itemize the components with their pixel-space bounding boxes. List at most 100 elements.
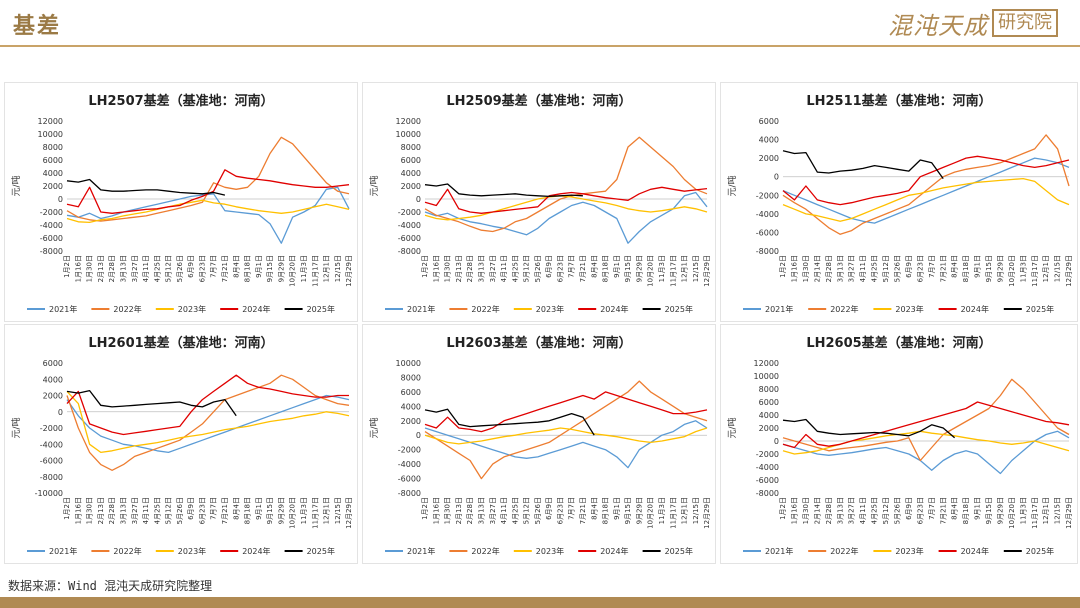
chart-panel-lh2605: LH2605基差（基准地：河南） 元/吨 12000 10000 8000 6000 400… xyxy=(720,324,1078,564)
chart-svg: LH2509基差（基准地：河南） 元/吨 12000 10000 8000 6000 400… xyxy=(368,93,711,314)
x-tick-label: 12月29日 xyxy=(345,255,353,287)
y-tick-label: 8000 xyxy=(401,143,421,152)
series-line-2021年 xyxy=(66,394,350,454)
x-tick-label: 2月28日 xyxy=(466,255,474,282)
series-line-2022年 xyxy=(66,374,350,471)
y-tick-label: 4000 xyxy=(401,402,421,411)
x-tick-label: 2月28日 xyxy=(466,497,474,524)
y-tick-label: -8000 xyxy=(40,473,63,482)
chart-panel-lh2509: LH2509基差（基准地：河南） 元/吨 12000 10000 8000 6000 400… xyxy=(362,82,716,322)
legend-label: 2025年 xyxy=(665,546,693,556)
legend-label: 2025年 xyxy=(307,546,335,556)
legend-label: 2022年 xyxy=(113,304,141,314)
y-tick-label: -10000 xyxy=(35,489,63,498)
x-tick-label: 11月17日 xyxy=(669,497,677,529)
x-tick-label: 3月13日 xyxy=(120,497,128,524)
y-tick-label: 2000 xyxy=(43,392,63,401)
x-tick-label: 7月7日 xyxy=(568,255,576,278)
x-tick-label: 1月16日 xyxy=(74,255,82,282)
chart-panel-lh2507: LH2507基差（基准地：河南） 元/吨 12000 10000 8000 6000 400… xyxy=(4,82,358,322)
x-tick-label: 11月17日 xyxy=(669,255,677,287)
chart-title: LH2605基差（基准地：河南） xyxy=(806,335,991,351)
y-tick-label: 2000 xyxy=(401,417,421,426)
x-tick-label: 9月29日 xyxy=(996,497,1004,524)
y-axis-label: 元/吨 xyxy=(726,175,738,196)
x-tick-label: 7月7日 xyxy=(210,497,218,520)
y-tick-label: 0 xyxy=(416,195,421,204)
y-tick-label: -4000 xyxy=(756,463,779,472)
x-tick-label: 9月15日 xyxy=(985,497,993,524)
y-axis-label: 元/吨 xyxy=(368,417,380,438)
chart-panel-lh2511: LH2511基差（基准地：河南） 元/吨 6000 4000 2000 0 -2000 -40… xyxy=(720,82,1078,322)
y-axis-label: 元/吨 xyxy=(368,175,380,196)
y-tick-label: -2000 xyxy=(756,191,779,200)
x-tick-label: 12/15日 xyxy=(334,255,342,282)
series-line-2021年 xyxy=(782,157,1070,224)
x-tick-label: 7月21日 xyxy=(221,255,229,282)
x-tick-label: 1月30日 xyxy=(802,255,810,282)
y-tick-label: -4000 xyxy=(40,440,63,449)
x-tick-label: 4月11日 xyxy=(500,255,508,282)
x-tick-label: 3月27日 xyxy=(131,255,139,282)
y-tick-label: 2000 xyxy=(759,154,779,163)
series-line-2024年 xyxy=(782,401,1070,449)
chart-svg: LH2603基差（基准地：河南） 元/吨 10000 8000 6000 4000 2000… xyxy=(368,335,711,556)
x-tick-label: 6月9日 xyxy=(545,497,553,520)
y-axis-label: 元/吨 xyxy=(726,417,738,438)
y-tick-label: -2000 xyxy=(40,208,63,217)
x-tick-label: 6月9日 xyxy=(905,255,913,278)
y-tick-label: -2000 xyxy=(40,424,63,433)
series-line-2022年 xyxy=(424,136,708,233)
x-tick-label: 4月11日 xyxy=(142,255,150,282)
x-tick-label: 10月20日 xyxy=(647,255,655,287)
y-tick-label: 6000 xyxy=(43,156,63,165)
x-tick-label: 12月1日 xyxy=(323,255,331,282)
y-tick-label: 4000 xyxy=(43,375,63,384)
x-tick-label: 9月15日 xyxy=(266,497,274,524)
x-tick-label: 2月13日 xyxy=(97,497,105,524)
chart-panel-lh2601: LH2601基差（基准地：河南） 元/吨 6000 4000 2000 0 -2000 -40… xyxy=(4,324,358,564)
x-tick-label: 12月1日 xyxy=(681,255,689,282)
legend-label: 2023年 xyxy=(536,304,564,314)
y-tick-label: 8000 xyxy=(401,373,421,382)
legend-label: 2022年 xyxy=(471,546,499,556)
x-tick-label: 5月12日 xyxy=(165,497,173,524)
x-tick-label: 1月2日 xyxy=(421,497,429,520)
x-tick-label: 4月25日 xyxy=(871,497,879,524)
x-tick-label: 1月16日 xyxy=(432,255,440,282)
series-line-2021年 xyxy=(424,420,708,469)
x-tick-label: 2月14日 xyxy=(813,497,821,524)
x-tick-label: 1月30日 xyxy=(802,497,810,524)
legend-label: 2023年 xyxy=(178,304,206,314)
x-tick-label: 11月3日 xyxy=(1019,255,1027,282)
x-tick-label: 6月23日 xyxy=(198,497,206,524)
x-tick-label: 5月26日 xyxy=(894,255,902,282)
series-line-2021年 xyxy=(782,430,1070,475)
series-line-2023年 xyxy=(424,427,708,445)
x-tick-label: 5月26日 xyxy=(894,497,902,524)
x-tick-label: 1月2日 xyxy=(421,255,429,278)
page-title: 基差 xyxy=(13,13,62,39)
logo-text: 混沌天成 xyxy=(888,11,988,40)
x-tick-label: 4月25日 xyxy=(153,497,161,524)
series-line-2022年 xyxy=(782,378,1070,462)
x-tick-label: 4月25日 xyxy=(511,497,519,524)
x-tick-label: 12月1日 xyxy=(323,497,331,524)
x-tick-label: 2月28日 xyxy=(108,497,116,524)
x-tick-label: 11月3日 xyxy=(300,255,308,282)
x-tick-label: 5月26日 xyxy=(176,255,184,282)
x-tick-label: 10月20日 xyxy=(289,497,297,529)
y-tick-label: 10000 xyxy=(396,359,421,368)
x-tick-label: 9月15日 xyxy=(266,255,274,282)
series-line-2023年 xyxy=(66,390,350,454)
y-tick-label: -6000 xyxy=(398,234,421,243)
series-line-2021年 xyxy=(424,191,708,244)
y-tick-label: -8000 xyxy=(756,247,779,256)
y-tick-label: 12000 xyxy=(38,117,63,126)
legend-label: 2021年 xyxy=(49,304,77,314)
x-tick-label: 10月20日 xyxy=(1008,255,1016,287)
x-tick-label: 4月11日 xyxy=(859,497,867,524)
series-line-2025年 xyxy=(424,408,595,436)
x-tick-label: 12月29日 xyxy=(1065,255,1073,287)
x-tick-label: 1月2日 xyxy=(779,497,787,520)
